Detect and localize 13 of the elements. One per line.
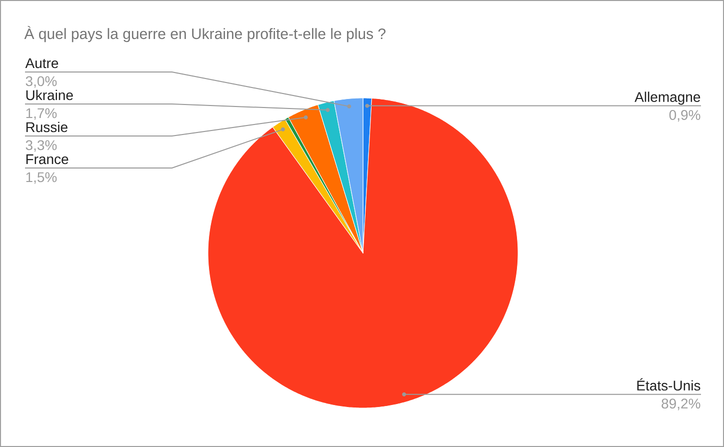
data-label: 3,0% [26,76,57,88]
slice-label: Allemagne [634,92,700,105]
data-label: 0,9% [669,110,700,122]
slice-label: Ukraine [26,90,73,100]
slice-label: États-Unis [637,378,700,391]
data-label: 89,2% [662,398,700,410]
slice-label: Autre [25,58,58,68]
slice-label: France [26,154,68,164]
data-label: 1,7% [26,108,57,120]
data-label: 1,5% [26,172,57,184]
slice-label: Russie [26,122,68,132]
data-label: 3,3% [26,140,57,152]
chart-title: À quel pays la guerre en Ukraine profite-t-elle le plus ? [24,26,386,42]
